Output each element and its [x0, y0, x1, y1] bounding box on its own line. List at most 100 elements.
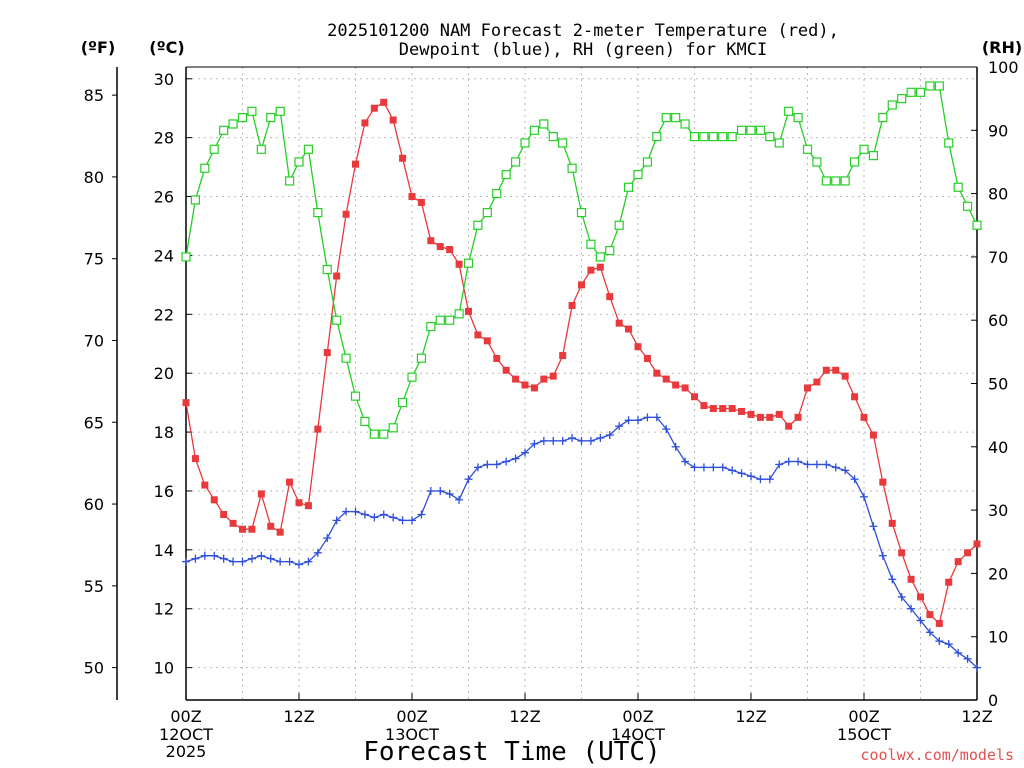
rh-point — [529, 125, 540, 135]
temperature-point — [465, 307, 472, 315]
dewpoint-point — [784, 457, 793, 466]
dewpoint-point — [464, 475, 473, 484]
data-series — [181, 81, 982, 672]
dewpoint-point — [831, 463, 840, 472]
temperature-point — [945, 578, 953, 586]
rh-point — [897, 94, 907, 104]
rh-point — [482, 207, 492, 218]
chart-title-line2: Dewpoint (blue), RH (green) for KMCI — [399, 40, 767, 60]
rh-point — [736, 125, 747, 135]
dewpoint-point — [860, 492, 868, 501]
temperature-point — [860, 413, 868, 421]
dewpoint-point — [747, 472, 755, 481]
rh-tick-label: 60 — [988, 311, 1008, 330]
temperature-point — [210, 496, 218, 504]
celsius-tick-label: 20 — [154, 364, 174, 383]
temperature-point — [728, 405, 736, 413]
temperature-point — [286, 478, 294, 486]
dewpoint-point — [737, 469, 746, 478]
temperature-series — [182, 98, 981, 627]
dewpoint-point — [398, 516, 407, 525]
rh-point — [595, 252, 605, 262]
dewpoint-point — [389, 513, 398, 522]
temperature-point — [681, 384, 689, 392]
fahrenheit-tick-label: 80 — [84, 168, 104, 187]
dewpoint-point — [634, 416, 642, 425]
rh-series — [181, 81, 982, 439]
dewpoint-point — [878, 551, 887, 560]
rh-point — [934, 81, 944, 91]
credit-text: coolwx.com/models — [860, 746, 1014, 764]
axes — [112, 66, 978, 701]
temperature-point — [304, 502, 312, 510]
temperature-point — [521, 381, 529, 389]
celsius-tick-label: 18 — [154, 423, 174, 442]
temperature-point — [333, 272, 341, 280]
temperature-point — [785, 422, 793, 430]
rh-point — [906, 87, 916, 97]
dewpoint-point — [483, 460, 492, 469]
dewpoint-point — [238, 557, 247, 566]
dewpoint-point — [360, 510, 369, 519]
temperature-point — [314, 425, 322, 433]
rh-point — [868, 151, 879, 161]
temperature-point — [662, 375, 670, 383]
rh-point — [397, 397, 408, 408]
dewpoint-point — [304, 557, 313, 566]
rh-tick-label: 0 — [988, 691, 998, 710]
celsius-tick-label: 14 — [154, 541, 174, 560]
temperature-point — [483, 337, 491, 345]
temperature-point — [832, 366, 840, 374]
dewpoint-point — [756, 475, 765, 484]
dewpoint-point — [191, 554, 200, 563]
x-tick-date: 13OCT — [385, 725, 439, 744]
rh-point — [256, 144, 266, 154]
rh-point — [558, 138, 568, 148]
rh-point — [614, 220, 624, 230]
dewpoint-point — [775, 460, 784, 469]
rh-tick-label: 50 — [988, 375, 1008, 394]
x-tick-date: 12OCT — [159, 725, 213, 744]
rh-point — [689, 132, 700, 142]
x-tick-label: 00Z — [622, 707, 653, 726]
rh-point — [539, 119, 549, 129]
fahrenheit-tick-label: 55 — [84, 577, 104, 596]
temperature-point — [323, 349, 331, 357]
rh-point — [303, 144, 314, 154]
x-tick-label: 00Z — [170, 707, 201, 726]
rh-point — [379, 429, 389, 439]
dewpoint-point — [897, 592, 906, 601]
temperature-point — [408, 193, 416, 201]
temperature-point — [766, 413, 774, 421]
dewpoint-point — [455, 495, 464, 504]
dewpoint-point — [935, 637, 944, 646]
dewpoint-point — [841, 466, 850, 475]
dewpoint-point — [709, 463, 718, 472]
rh-point — [962, 201, 973, 211]
rh-point — [322, 264, 332, 275]
rh-point — [228, 119, 238, 129]
dewpoint-point — [944, 640, 953, 649]
temperature-point — [370, 104, 378, 112]
dewpoint-point — [850, 475, 859, 484]
temperature-point — [361, 119, 369, 127]
temperature-point — [201, 481, 209, 489]
x-tick-label: 12Z — [961, 707, 992, 726]
rh-point — [831, 176, 841, 186]
temperature-point — [455, 260, 463, 268]
dewpoint-point — [323, 534, 332, 543]
temperature-point — [917, 593, 924, 601]
rh-point — [313, 207, 323, 218]
rh-point — [275, 106, 285, 116]
rh-point — [445, 315, 455, 325]
dewpoint-point — [426, 486, 435, 495]
dewpoint-point — [247, 554, 256, 563]
rh-point — [492, 189, 502, 199]
rh-point — [972, 220, 982, 230]
temperature-point — [738, 407, 746, 415]
temperature-point — [775, 410, 783, 418]
rh-point — [802, 144, 813, 154]
rh-point — [473, 220, 483, 230]
dewpoint-point — [370, 513, 379, 522]
